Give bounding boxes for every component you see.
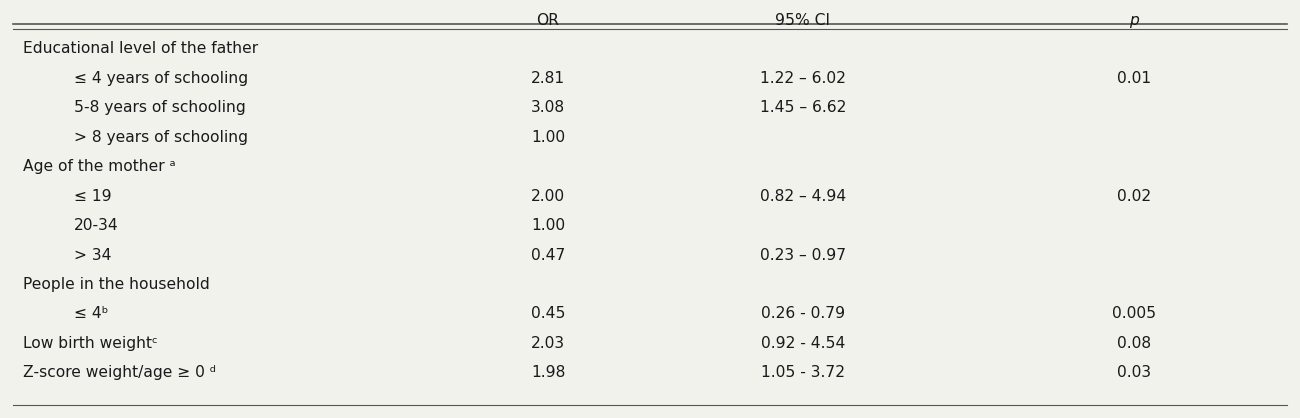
Text: 95% CI: 95% CI bbox=[775, 13, 831, 28]
Text: Age of the mother ᵃ: Age of the mother ᵃ bbox=[23, 159, 176, 174]
Text: ≤ 4 years of schooling: ≤ 4 years of schooling bbox=[74, 71, 248, 86]
Text: OR: OR bbox=[537, 13, 559, 28]
Text: 2.03: 2.03 bbox=[530, 336, 566, 351]
Text: 0.23 – 0.97: 0.23 – 0.97 bbox=[759, 247, 846, 263]
Text: People in the household: People in the household bbox=[23, 277, 209, 292]
Text: 0.26 - 0.79: 0.26 - 0.79 bbox=[760, 306, 845, 321]
Text: 2.00: 2.00 bbox=[530, 189, 566, 204]
Text: 0.005: 0.005 bbox=[1112, 306, 1156, 321]
Text: 1.05 - 3.72: 1.05 - 3.72 bbox=[760, 365, 845, 380]
Text: 0.03: 0.03 bbox=[1117, 365, 1152, 380]
Text: Z-score weight/age ≥ 0 ᵈ: Z-score weight/age ≥ 0 ᵈ bbox=[23, 365, 216, 380]
Text: 5-8 years of schooling: 5-8 years of schooling bbox=[74, 100, 246, 115]
Text: 0.45: 0.45 bbox=[530, 306, 566, 321]
Text: > 8 years of schooling: > 8 years of schooling bbox=[74, 130, 248, 145]
Text: p: p bbox=[1130, 13, 1139, 28]
Text: 0.02: 0.02 bbox=[1117, 189, 1152, 204]
Text: 3.08: 3.08 bbox=[530, 100, 566, 115]
Text: 0.01: 0.01 bbox=[1117, 71, 1152, 86]
Text: 1.98: 1.98 bbox=[530, 365, 566, 380]
Text: Educational level of the father: Educational level of the father bbox=[23, 41, 259, 56]
Text: ≤ 4ᵇ: ≤ 4ᵇ bbox=[74, 306, 108, 321]
Text: ≤ 19: ≤ 19 bbox=[74, 189, 112, 204]
Text: 1.00: 1.00 bbox=[530, 130, 566, 145]
Text: Low birth weightᶜ: Low birth weightᶜ bbox=[23, 336, 157, 351]
Text: 20-34: 20-34 bbox=[74, 218, 118, 233]
Text: 1.45 – 6.62: 1.45 – 6.62 bbox=[759, 100, 846, 115]
Text: 0.08: 0.08 bbox=[1117, 336, 1152, 351]
Text: > 34: > 34 bbox=[74, 247, 112, 263]
Text: 1.00: 1.00 bbox=[530, 218, 566, 233]
Text: 0.82 – 4.94: 0.82 – 4.94 bbox=[759, 189, 846, 204]
Text: 2.81: 2.81 bbox=[530, 71, 566, 86]
Text: 0.92 - 4.54: 0.92 - 4.54 bbox=[760, 336, 845, 351]
Text: 1.22 – 6.02: 1.22 – 6.02 bbox=[760, 71, 846, 86]
Text: 0.47: 0.47 bbox=[530, 247, 566, 263]
